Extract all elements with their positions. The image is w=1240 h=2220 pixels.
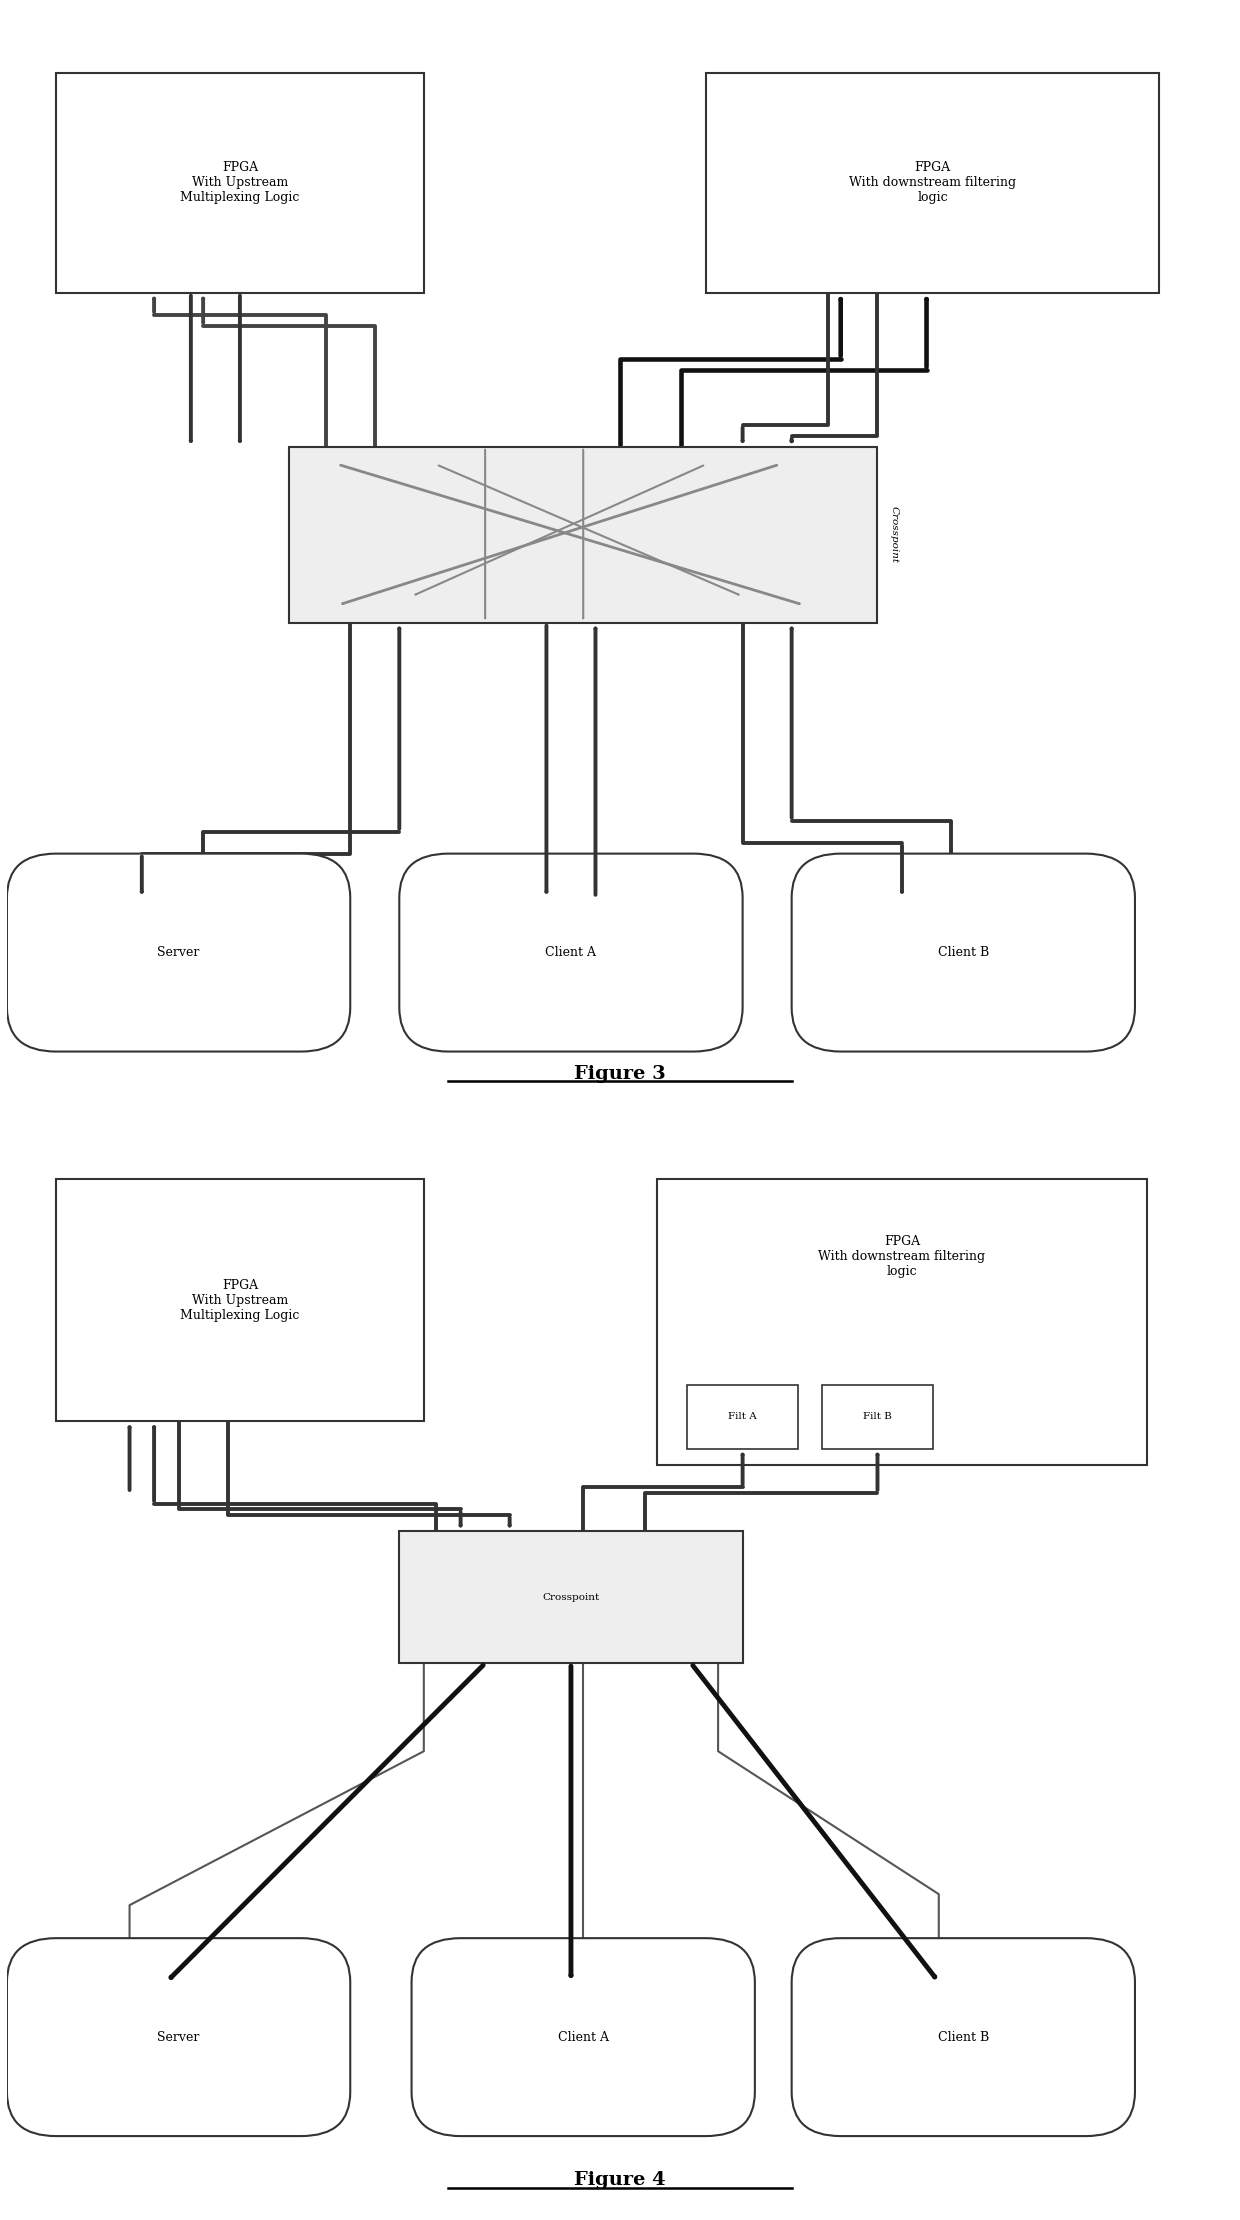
Text: FPGA
With Upstream
Multiplexing Logic: FPGA With Upstream Multiplexing Logic <box>180 1279 300 1321</box>
FancyBboxPatch shape <box>791 855 1135 1052</box>
FancyBboxPatch shape <box>791 1938 1135 2136</box>
Bar <box>706 73 1159 293</box>
FancyBboxPatch shape <box>7 855 350 1052</box>
FancyBboxPatch shape <box>412 1938 755 2136</box>
Bar <box>399 1532 743 1663</box>
Text: FPGA
With Upstream
Multiplexing Logic: FPGA With Upstream Multiplexing Logic <box>180 162 300 204</box>
Text: Figure 3: Figure 3 <box>574 1066 666 1083</box>
Text: Client B: Client B <box>937 946 990 959</box>
FancyBboxPatch shape <box>7 1938 350 2136</box>
Text: Filt A: Filt A <box>728 1412 756 1421</box>
Text: Server: Server <box>157 2031 200 2045</box>
Text: Server: Server <box>157 946 200 959</box>
Text: Crosspoint: Crosspoint <box>890 506 899 564</box>
Text: FPGA
With downstream filtering
logic: FPGA With downstream filtering logic <box>818 1234 986 1279</box>
Bar <box>657 1179 1147 1465</box>
Text: FPGA
With downstream filtering
logic: FPGA With downstream filtering logic <box>849 162 1017 204</box>
Text: Client A: Client A <box>558 2031 609 2045</box>
Bar <box>822 1385 932 1450</box>
Text: Filt B: Filt B <box>863 1412 892 1421</box>
Text: Figure 4: Figure 4 <box>574 2171 666 2189</box>
Bar <box>56 1179 424 1421</box>
Text: Client B: Client B <box>937 2031 990 2045</box>
Bar <box>56 73 424 293</box>
FancyBboxPatch shape <box>399 855 743 1052</box>
Bar <box>687 1385 797 1450</box>
Bar <box>289 446 878 624</box>
Text: Crosspoint: Crosspoint <box>542 1592 600 1603</box>
Text: Client A: Client A <box>546 946 596 959</box>
